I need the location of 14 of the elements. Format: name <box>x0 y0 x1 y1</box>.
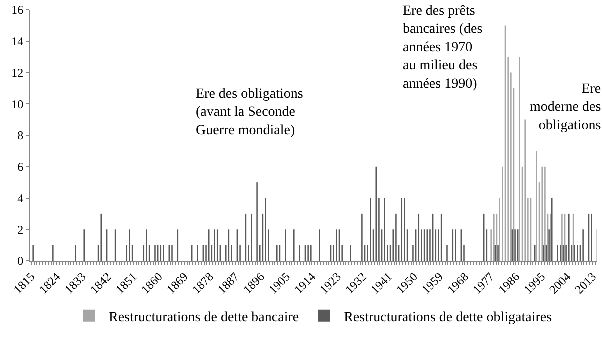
y-tick-label: 14 <box>12 34 24 49</box>
y-tick-label: 8 <box>18 128 24 143</box>
legend-label: Restructurations de dette bancaire <box>109 310 300 326</box>
annotation: Ere des prêts bancaires (des années 1970 au milieu des années 1990) <box>403 4 483 92</box>
y-tick-label: 12 <box>12 66 24 80</box>
y-tick-label: 2 <box>18 222 24 237</box>
y-tick-label: 10 <box>12 97 24 112</box>
y-tick-label: 6 <box>18 160 24 174</box>
y-tick-label: 16 <box>12 3 24 18</box>
y-tick-label: 0 <box>18 254 24 268</box>
annotation: Ere moderne des obligations <box>530 82 602 134</box>
legend-label: Restructurations de dette obligataires <box>344 310 552 326</box>
annotation: Ere des obligations (avant la Seconde Guerre mondiale) <box>196 87 304 138</box>
y-tick-label: 4 <box>18 191 24 206</box>
